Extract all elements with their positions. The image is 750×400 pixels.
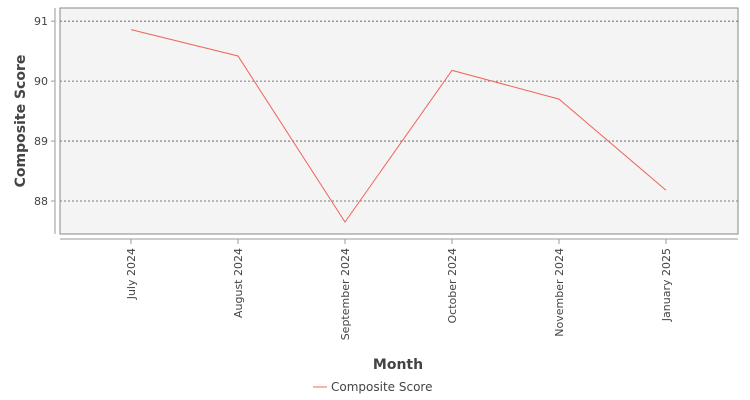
series-layer bbox=[130, 29, 667, 223]
y-tick-label: 90 bbox=[34, 75, 48, 88]
y-tick-label: 91 bbox=[34, 15, 48, 28]
y-tick-label: 89 bbox=[34, 135, 48, 148]
x-tick-label: October 2024 bbox=[446, 248, 459, 324]
plot-border bbox=[59, 7, 739, 235]
x-axis: July 2024 August 2024 September 2024 Octobe… bbox=[60, 238, 738, 340]
grid-lines bbox=[60, 20, 738, 202]
x-tick-label: January 2025 bbox=[660, 248, 673, 322]
legend: Composite Score bbox=[313, 380, 432, 394]
x-tick-label: November 2024 bbox=[553, 248, 566, 337]
y-axis-title: Composite Score bbox=[13, 55, 29, 188]
series-line bbox=[130, 29, 667, 223]
x-tick-label: September 2024 bbox=[339, 248, 352, 340]
x-tick-label: August 2024 bbox=[232, 248, 245, 318]
y-tick-label: 88 bbox=[34, 195, 48, 208]
x-axis-title: Month bbox=[373, 357, 423, 373]
x-tick-label: July 2024 bbox=[125, 248, 138, 300]
legend-label: Composite Score bbox=[331, 380, 432, 394]
plot-area bbox=[60, 8, 738, 234]
y-axis: 88 89 90 91 bbox=[34, 8, 56, 234]
